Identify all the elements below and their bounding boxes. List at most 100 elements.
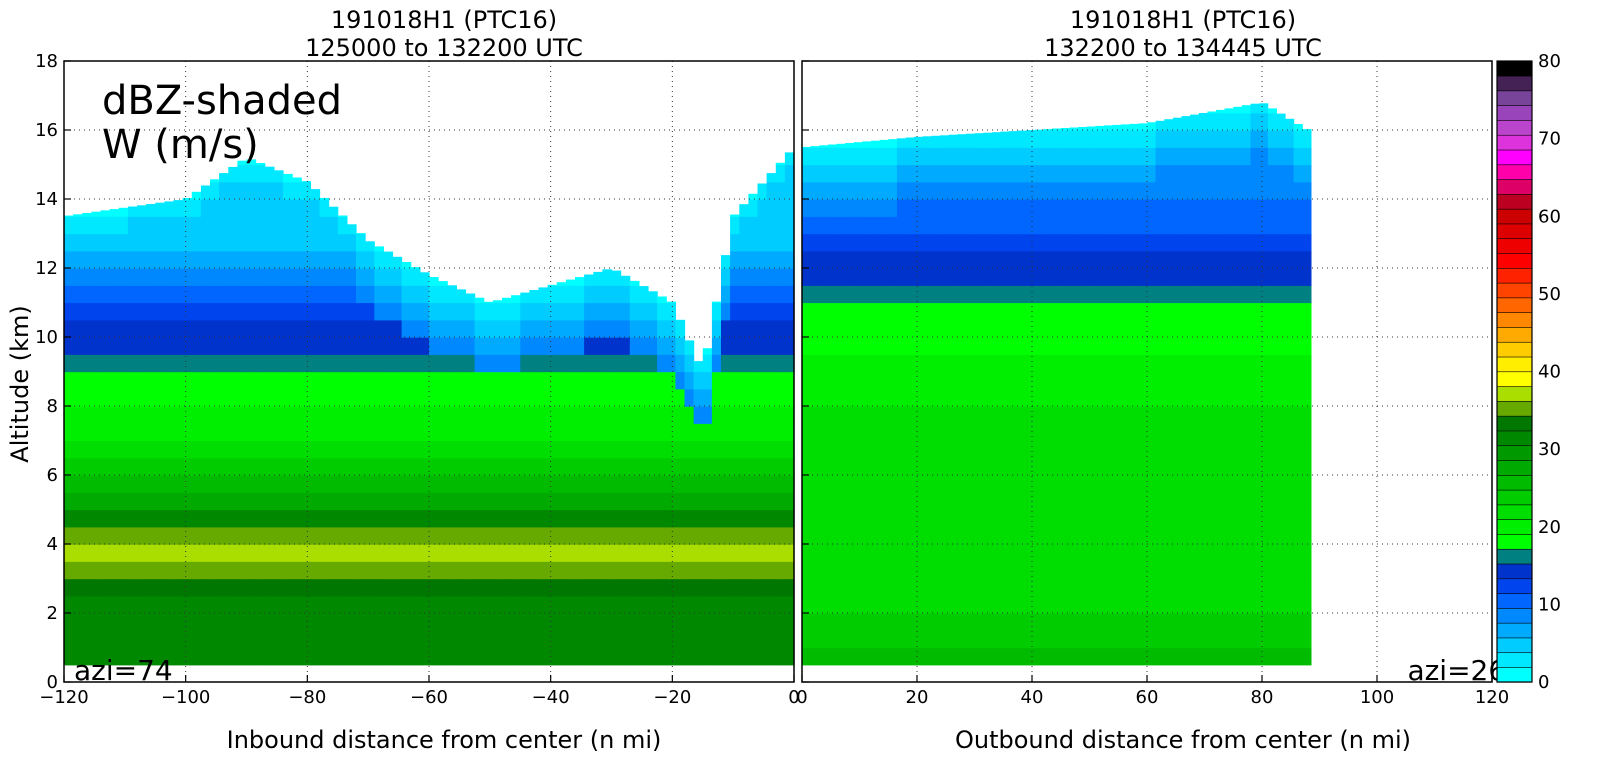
- reflectivity-cell: [775, 199, 786, 217]
- reflectivity-cell: [648, 595, 658, 614]
- reflectivity-cell: [200, 319, 211, 338]
- reflectivity-cell: [219, 526, 229, 545]
- reflectivity-cell: [1259, 319, 1269, 338]
- reflectivity-cell: [164, 268, 175, 286]
- colorbar-swatch: [1496, 282, 1533, 299]
- reflectivity-cell: [584, 595, 594, 614]
- reflectivity-cell: [1233, 406, 1243, 424]
- reflectivity-cell: [419, 578, 430, 597]
- reflectivity-cell: [1043, 129, 1053, 131]
- reflectivity-cell: [1181, 544, 1191, 562]
- reflectivity-cell: [346, 440, 357, 459]
- reflectivity-cell: [914, 164, 924, 183]
- reflectivity-cell: [1086, 130, 1096, 148]
- reflectivity-cell: [1155, 181, 1165, 200]
- reflectivity-cell: [965, 475, 976, 493]
- reflectivity-cell: [392, 423, 403, 442]
- reflectivity-cell: [246, 440, 257, 459]
- reflectivity-cell: [748, 509, 759, 528]
- reflectivity-cell: [237, 285, 248, 304]
- reflectivity-cell: [465, 371, 476, 390]
- reflectivity-cell: [127, 647, 138, 666]
- reflectivity-cell: [1250, 406, 1260, 424]
- reflectivity-cell: [730, 423, 740, 442]
- reflectivity-cell: [64, 337, 74, 355]
- reflectivity-cell: [948, 388, 958, 407]
- reflectivity-cell: [292, 457, 302, 476]
- reflectivity-cell: [502, 319, 512, 338]
- reflectivity-cell: [1285, 337, 1295, 355]
- reflectivity-cell: [1276, 164, 1286, 183]
- reflectivity-cell: [638, 319, 649, 338]
- reflectivity-cell: [1086, 613, 1096, 631]
- reflectivity-cell: [819, 354, 829, 373]
- reflectivity-cell: [922, 285, 932, 304]
- reflectivity-cell: [1060, 128, 1070, 131]
- reflectivity-cell: [1164, 319, 1174, 338]
- reflectivity-cell: [827, 147, 838, 166]
- reflectivity-cell: [819, 475, 829, 493]
- reflectivity-cell: [429, 630, 439, 649]
- reflectivity-cell: [210, 509, 220, 528]
- y-tick-label: 18: [35, 51, 58, 72]
- reflectivity-cell: [575, 595, 585, 614]
- reflectivity-cell: [991, 354, 1001, 373]
- reflectivity-cell: [862, 544, 872, 562]
- reflectivity-cell: [1233, 216, 1243, 235]
- reflectivity-cell: [283, 647, 293, 666]
- reflectivity-cell: [64, 526, 74, 545]
- reflectivity-cell: [210, 179, 220, 183]
- reflectivity-cell: [931, 216, 941, 235]
- reflectivity-cell: [1181, 354, 1191, 373]
- reflectivity-cell: [91, 354, 102, 373]
- reflectivity-cell: [64, 250, 74, 269]
- reflectivity-cell: [273, 475, 284, 493]
- reflectivity-cell: [931, 561, 941, 580]
- reflectivity-cell: [757, 233, 768, 252]
- reflectivity-cell: [1147, 371, 1157, 390]
- reflectivity-cell: [1250, 647, 1260, 666]
- reflectivity-cell: [1198, 164, 1208, 183]
- reflectivity-cell: [210, 561, 220, 580]
- reflectivity-cell: [502, 613, 512, 631]
- reflectivity-cell: [492, 544, 503, 562]
- reflectivity-cell: [319, 406, 330, 424]
- reflectivity-cell: [1060, 630, 1070, 649]
- reflectivity-cell: [292, 613, 302, 631]
- reflectivity-cell: [1129, 319, 1139, 338]
- reflectivity-cell: [862, 371, 872, 390]
- reflectivity-cell: [155, 302, 165, 321]
- reflectivity-cell: [1147, 122, 1157, 131]
- reflectivity-cell: [1164, 164, 1174, 183]
- reflectivity-cell: [155, 544, 165, 562]
- reflectivity-cell: [896, 406, 907, 424]
- reflectivity-cell: [888, 199, 898, 217]
- reflectivity-cell: [991, 233, 1001, 252]
- reflectivity-cell: [1043, 302, 1053, 321]
- reflectivity-cell: [374, 509, 384, 528]
- reflectivity-cell: [365, 440, 375, 459]
- reflectivity-cell: [1198, 630, 1208, 649]
- reflectivity-cell: [337, 215, 348, 217]
- reflectivity-cell: [611, 544, 622, 562]
- reflectivity-cell: [775, 181, 786, 200]
- reflectivity-cell: [118, 388, 129, 407]
- reflectivity-cell: [483, 457, 494, 476]
- reflectivity-cell: [1233, 130, 1243, 148]
- reflectivity-cell: [1190, 388, 1200, 407]
- reflectivity-cell: [210, 423, 220, 442]
- reflectivity-cell: [871, 388, 881, 407]
- reflectivity-cell: [896, 561, 907, 580]
- colorbar-swatch: [1496, 252, 1533, 269]
- reflectivity-cell: [1198, 302, 1208, 321]
- reflectivity-cell: [584, 388, 594, 407]
- reflectivity-cell: [1129, 440, 1139, 459]
- reflectivity-cell: [819, 406, 829, 424]
- reflectivity-cell: [853, 406, 863, 424]
- reflectivity-cell: [1129, 164, 1139, 183]
- reflectivity-cell: [283, 492, 293, 511]
- reflectivity-cell: [1060, 595, 1070, 614]
- reflectivity-cell: [1241, 509, 1252, 528]
- reflectivity-cell: [1155, 250, 1165, 269]
- reflectivity-cell: [914, 509, 924, 528]
